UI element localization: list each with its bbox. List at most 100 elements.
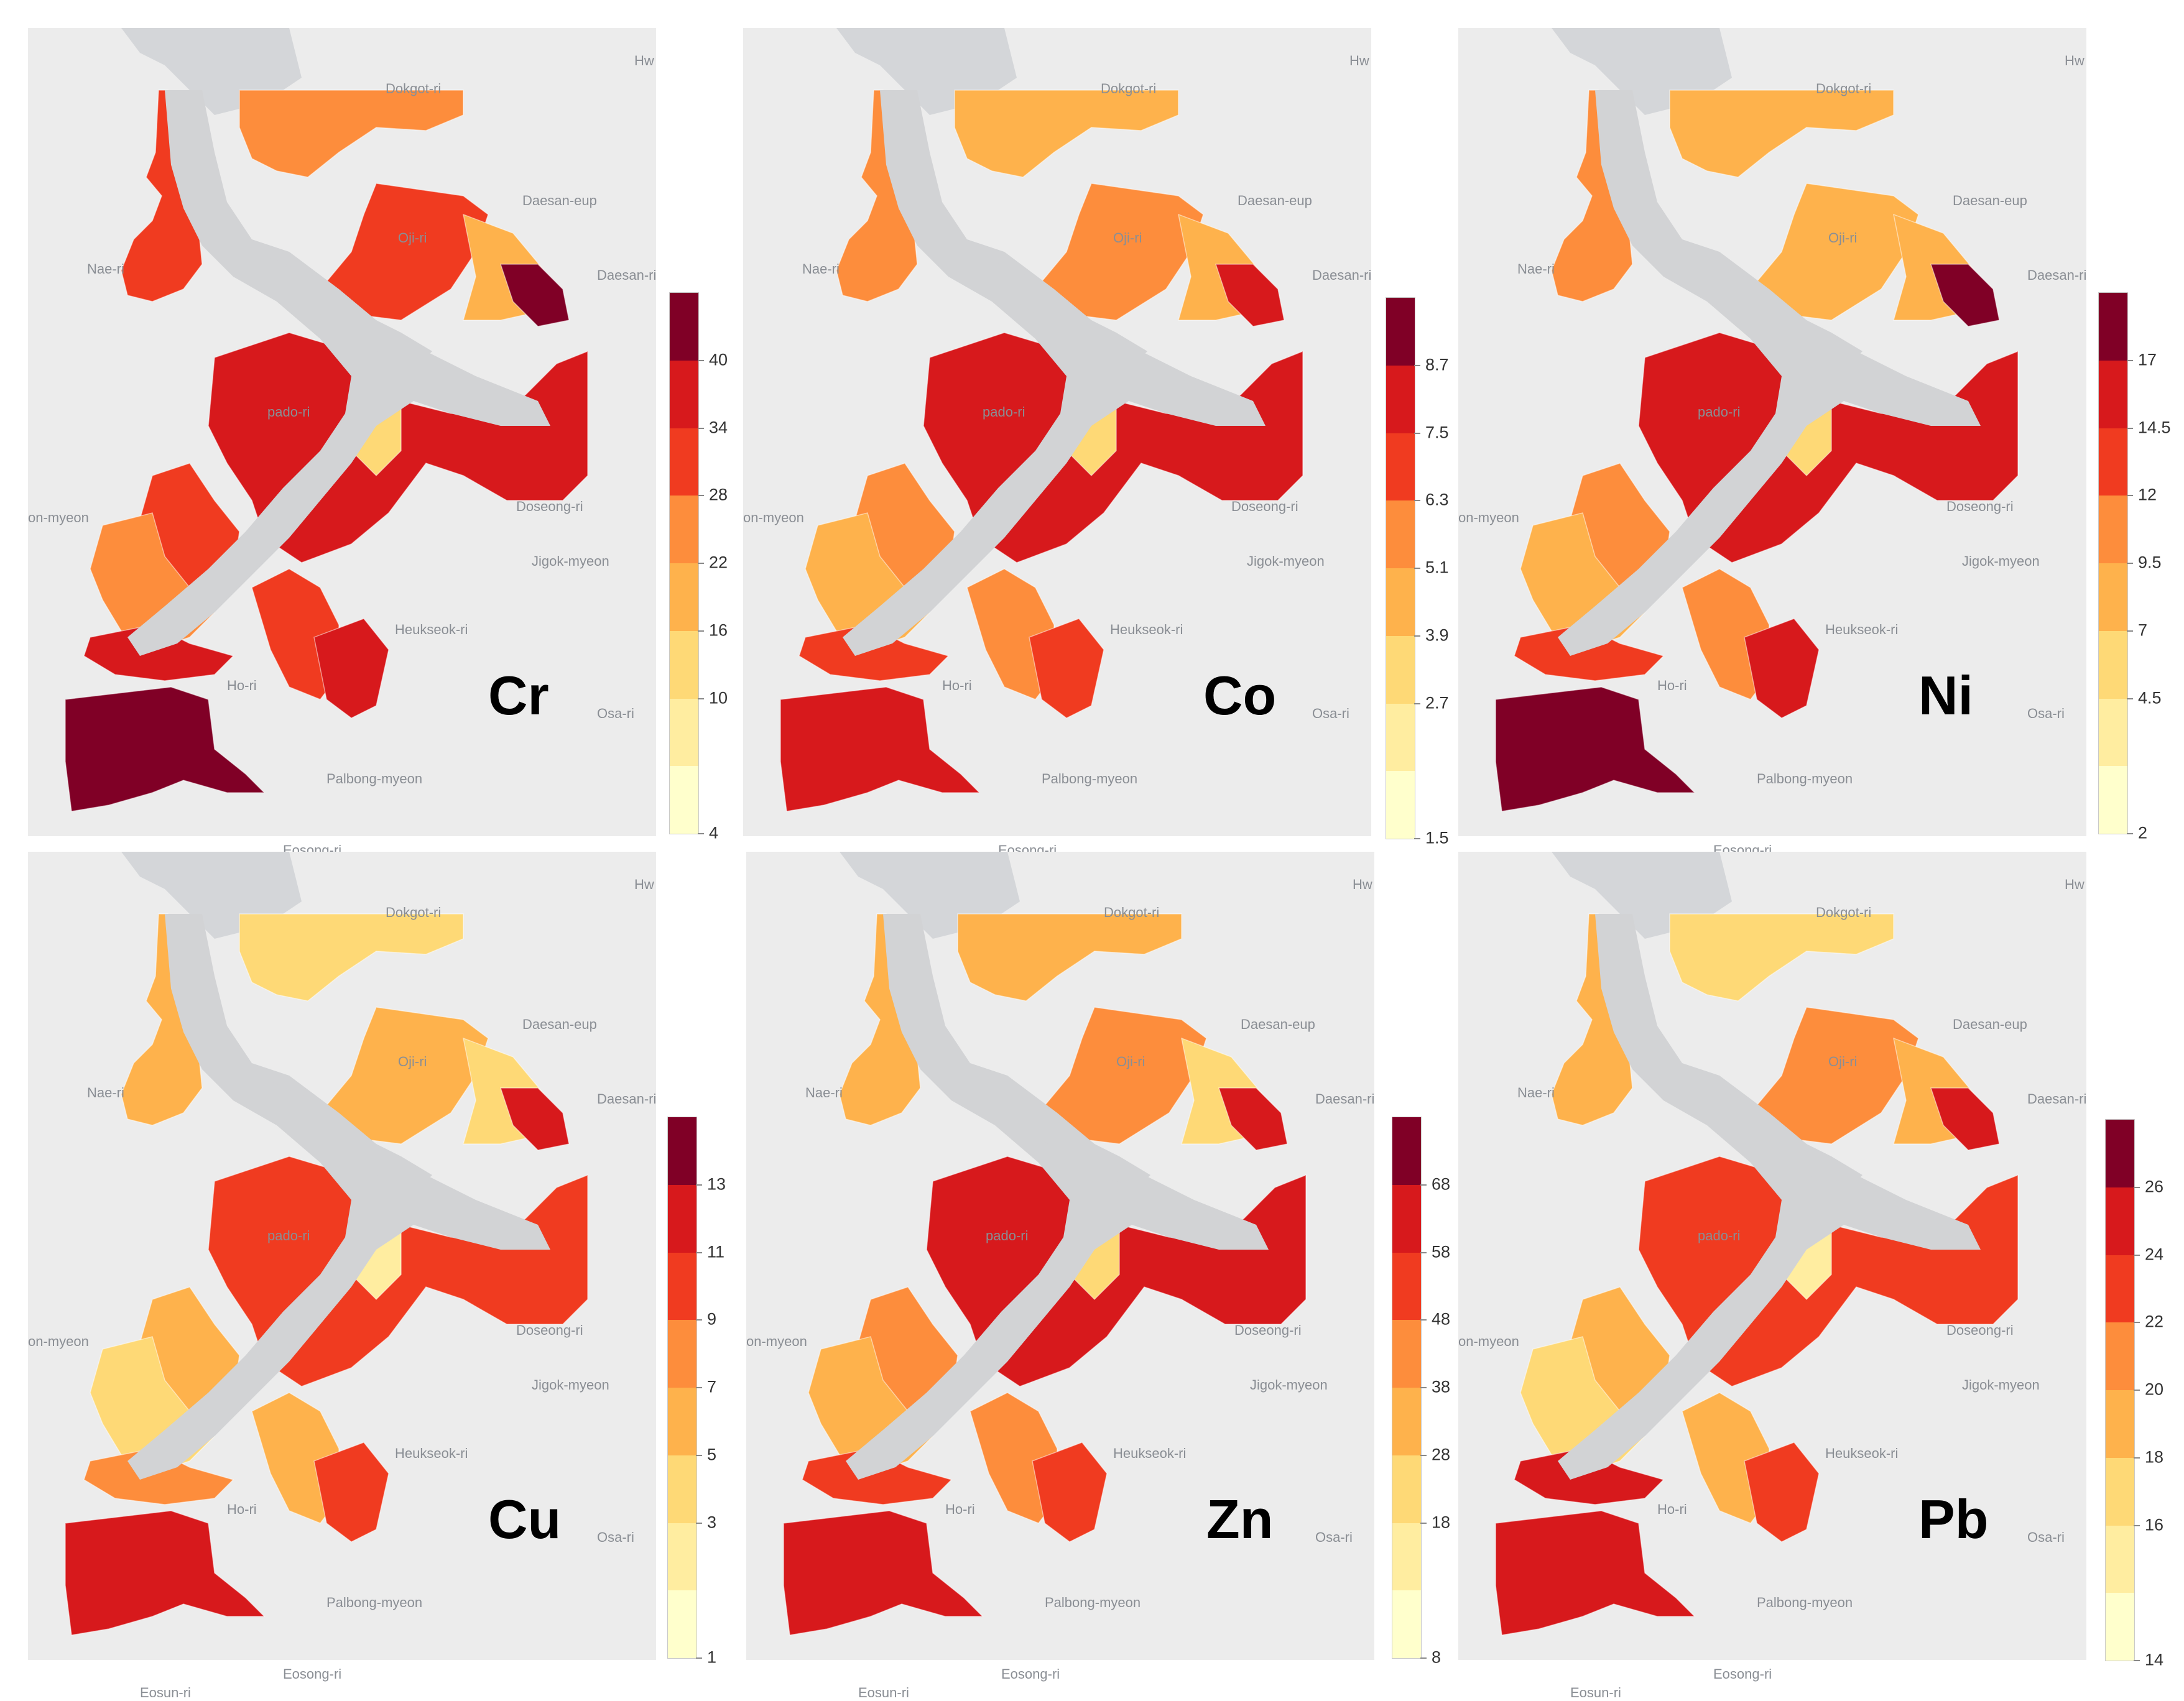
- legend-tick-label: 18: [2145, 1447, 2164, 1467]
- place-label: Daesan-ri: [1315, 1091, 1375, 1107]
- legend-swatch: [2099, 496, 2127, 563]
- legend-tick-label: 20: [2145, 1380, 2164, 1399]
- element-label: Pb: [1918, 1488, 1989, 1550]
- legend-tick-mark: [2134, 1186, 2140, 1188]
- contour-zone: [1037, 1007, 1207, 1145]
- legend-tick-label: 34: [709, 418, 728, 436]
- place-label: Daesan-eup: [522, 193, 597, 208]
- legend-swatch: [1392, 1590, 1421, 1658]
- legend-swatch: [2099, 293, 2127, 361]
- map-panel-cu: Dokgot-ri Hw Daesan-eup Oji-ri Nae-ri Daesan-…: [28, 852, 657, 1700]
- legend-tick-label: 3.9: [1425, 625, 1449, 645]
- place-label: Osa-ri: [1315, 1529, 1353, 1545]
- legend-swatch: [2106, 1390, 2134, 1458]
- place-label: Palbong-myeon: [1045, 1595, 1141, 1610]
- legend-tick-label: 8: [1432, 1648, 1441, 1667]
- place-label: on-myeon: [743, 510, 804, 525]
- contour-zone: [954, 90, 1179, 178]
- legend-swatch: [2106, 1120, 2134, 1187]
- legend-tick-label: 17: [2138, 350, 2157, 369]
- concentration-map: [1458, 28, 2086, 836]
- place-label: Ho-ri: [945, 1501, 975, 1517]
- legend-swatch: [668, 1590, 696, 1658]
- place-label: Doseong-ri: [516, 1322, 583, 1338]
- place-label: Oji-ri: [398, 230, 427, 246]
- place-label: Palbong-myeon: [326, 771, 423, 786]
- legend-tick-mark: [1414, 568, 1420, 569]
- place-label: Palbong-myeon: [1042, 771, 1138, 786]
- contour-zone: [783, 1510, 984, 1636]
- place-label: Osa-ri: [2027, 706, 2065, 721]
- place-label: Daesan-ri: [597, 267, 657, 283]
- concentration-map: [1458, 852, 2086, 1660]
- place-label: Oji-ri: [1113, 230, 1142, 246]
- contour-zone: [1930, 1087, 2000, 1151]
- legend-tick-mark: [2127, 359, 2133, 361]
- legend-tick-mark: [698, 427, 704, 429]
- contour-zone: [1218, 1087, 1288, 1151]
- place-label: Jigok-myeon: [1962, 553, 2040, 569]
- contour-zone: [239, 913, 464, 1002]
- place-label: Jigok-myeon: [532, 1377, 609, 1393]
- legend-swatch: [1386, 568, 1415, 636]
- contour-zone: [313, 1442, 389, 1542]
- concentration-map: [28, 852, 656, 1660]
- place-label: Daesan-ri: [2027, 1091, 2087, 1107]
- place-label: Doseong-ri: [1234, 1322, 1302, 1338]
- legend-swatch: [670, 766, 698, 834]
- place-label: Ho-ri: [1657, 678, 1687, 693]
- legend-tick-label: 1: [707, 1648, 717, 1667]
- place-label: Nae-ri: [802, 261, 840, 277]
- place-label: Dokgot-ri: [1816, 81, 1872, 96]
- legend-tick-mark: [1414, 432, 1420, 434]
- legend-swatch: [1392, 1455, 1421, 1523]
- legend-tick-label: 4.5: [2138, 688, 2162, 707]
- place-label: Palbong-myeon: [326, 1595, 423, 1610]
- place-label: Heukseok-ri: [1110, 622, 1183, 637]
- legend-tick-mark: [696, 1252, 702, 1253]
- place-label: Daesan-eup: [522, 1016, 597, 1032]
- place-label: Osa-ri: [597, 706, 634, 721]
- place-label: Oji-ri: [1828, 1054, 1858, 1069]
- contour-zone: [239, 90, 464, 178]
- contour-zone: [319, 183, 489, 321]
- legend-swatch: [1386, 298, 1415, 366]
- legend-swatch: [668, 1523, 696, 1591]
- legend-tick-label: 22: [709, 553, 728, 572]
- legend-tick-label: 40: [709, 350, 728, 369]
- place-label: pado-ri: [267, 404, 310, 420]
- legend-colorbar: [2105, 1119, 2135, 1661]
- legend-tick-label: 13: [707, 1174, 726, 1194]
- place-label: Jigok-myeon: [1962, 1377, 2040, 1393]
- legend-tick-mark: [696, 1319, 702, 1321]
- legend-tick-label: 9: [707, 1309, 717, 1329]
- legend-tick-label: 8.7: [1425, 355, 1449, 374]
- place-label: Dokgot-ri: [1816, 905, 1872, 920]
- legend-tick-mark: [2127, 563, 2133, 564]
- place-label: Nae-ri: [805, 1085, 843, 1100]
- contour-zone: [1495, 1510, 1696, 1636]
- legend-tick-mark: [698, 833, 704, 834]
- waterway-channel: [843, 90, 1266, 656]
- legend-tick-label: 10: [709, 688, 728, 707]
- place-label: Eosong-ri: [1713, 1666, 1772, 1682]
- legend-tick-mark: [1420, 1252, 1427, 1253]
- legend-tick-label: 4: [709, 823, 719, 842]
- place-label: on-myeon: [1458, 510, 1519, 525]
- legend-tick-mark: [698, 563, 704, 564]
- map-panel-zn: Dokgot-ri Hw Daesan-eup Oji-ri Nae-ri Daesan-…: [746, 852, 1375, 1700]
- legend-tick-mark: [1414, 838, 1420, 839]
- place-label: Jigok-myeon: [532, 553, 609, 569]
- place-label: Heukseok-ri: [1113, 1445, 1187, 1461]
- place-label: Daesan-ri: [597, 1091, 657, 1107]
- contour-zone: [1029, 618, 1104, 719]
- legend-swatch: [668, 1252, 696, 1321]
- legend-swatch: [1386, 635, 1415, 704]
- waterway-channel: [1701, 1082, 1862, 1187]
- contour-zone: [313, 618, 389, 719]
- legend-tick-mark: [2127, 630, 2133, 632]
- legend-colorbar: [669, 292, 699, 834]
- place-label: Hw: [2065, 877, 2085, 892]
- legend-tick-label: 24: [2145, 1245, 2164, 1263]
- legend-colorbar: [667, 1117, 697, 1659]
